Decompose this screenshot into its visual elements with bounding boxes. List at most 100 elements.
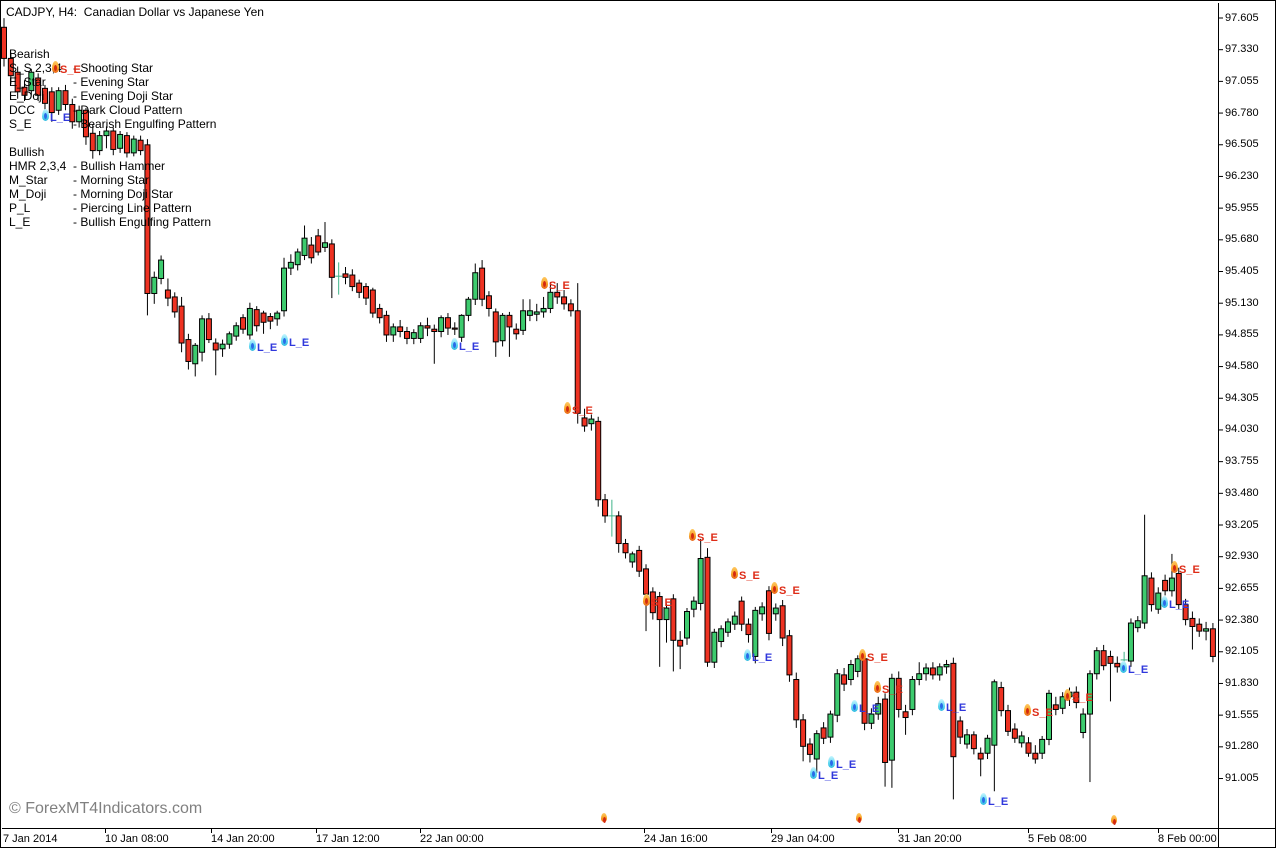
candle-body xyxy=(424,325,431,329)
spark-icon xyxy=(744,649,751,661)
bearish-engulfing-label: S_E xyxy=(779,585,800,597)
candle-body xyxy=(1093,650,1100,675)
candle-body xyxy=(916,673,923,680)
candle-body xyxy=(485,295,492,309)
bullish-engulfing-label: L_E xyxy=(988,796,1009,808)
candle-body xyxy=(96,135,103,152)
candle-body xyxy=(1141,575,1148,624)
candle-body xyxy=(854,658,861,672)
candle-body xyxy=(1073,691,1080,704)
candle-body xyxy=(923,667,930,675)
candle-body xyxy=(882,698,889,763)
candle-body xyxy=(772,607,779,615)
candle-body xyxy=(431,328,438,333)
chart-title: CADJPY, H4: Canadian Dollar vs Japanese … xyxy=(6,5,264,19)
candle-body xyxy=(144,144,151,294)
candle-body xyxy=(506,314,513,328)
candle-body xyxy=(158,259,165,279)
flame-icon xyxy=(52,61,59,73)
candle-body xyxy=(130,138,137,154)
price-label: 95.955 xyxy=(1225,201,1259,214)
candle-body xyxy=(970,734,977,750)
date-label: 22 Jan 00:00 xyxy=(420,833,484,845)
candle-body xyxy=(199,318,206,353)
candle-body xyxy=(76,109,83,123)
candle-body xyxy=(841,674,848,685)
legend-desc: - Dark Cloud Pattern xyxy=(73,103,183,117)
legend-item-bearish: S_S 2,3,4 - Shooting Star xyxy=(9,61,216,75)
candle-body xyxy=(711,631,718,663)
bearish-engulfing-label: S_E xyxy=(739,570,760,582)
candle-body xyxy=(697,558,704,604)
date-label: 17 Jan 12:00 xyxy=(316,833,380,845)
candle-body xyxy=(704,556,711,663)
date-label: 31 Jan 20:00 xyxy=(898,833,962,845)
spark-icon xyxy=(42,109,49,121)
price-label: 96.780 xyxy=(1225,106,1259,119)
spark-icon xyxy=(828,756,835,768)
flame-icon xyxy=(1171,561,1178,573)
candle-body xyxy=(595,420,602,501)
candle-body xyxy=(226,333,233,345)
candle-body xyxy=(287,261,294,269)
candle-body xyxy=(35,77,42,96)
candle-body xyxy=(888,677,895,761)
candle-body xyxy=(547,291,554,309)
price-label: 97.605 xyxy=(1225,11,1259,24)
candle-body xyxy=(349,274,356,288)
flame-icon xyxy=(859,649,866,661)
candle-body xyxy=(499,314,506,342)
spark-icon xyxy=(249,339,256,351)
spark-icon xyxy=(980,793,987,805)
bullish-engulfing-label: L_E xyxy=(818,770,839,782)
price-label: 94.580 xyxy=(1225,360,1259,373)
bearish-engulfing-label: S_E xyxy=(882,684,903,696)
candle-body xyxy=(847,664,854,680)
spark-icon xyxy=(851,700,858,712)
bearish-engulfing-label: S_E xyxy=(651,597,672,609)
candle-body xyxy=(684,611,690,639)
spark-icon xyxy=(1161,596,1168,608)
candle-body xyxy=(219,343,226,350)
legend-code: L_E xyxy=(9,215,31,229)
bearish-engulfing-label: S_E xyxy=(60,64,81,76)
date-label: 14 Jan 20:00 xyxy=(211,833,275,845)
candle-body xyxy=(581,417,588,427)
price-label: 93.755 xyxy=(1225,455,1259,468)
bearish-engulfing-label: S_E xyxy=(867,652,888,664)
spark-icon xyxy=(451,338,458,350)
candle-body xyxy=(369,289,376,314)
price-label: 94.305 xyxy=(1225,391,1259,404)
legend-desc: - Morning Star xyxy=(73,173,150,187)
flame-icon xyxy=(856,813,862,823)
bullish-engulfing-label: L_E xyxy=(859,703,880,715)
candle-body xyxy=(567,303,574,312)
price-label: 91.280 xyxy=(1225,740,1259,753)
candle-body xyxy=(178,305,185,344)
candle-body xyxy=(1100,650,1107,667)
candle-body xyxy=(991,681,998,746)
spark-icon xyxy=(810,767,817,779)
candle-body xyxy=(164,289,171,299)
candle-body xyxy=(1209,628,1216,657)
candle-body xyxy=(1189,617,1196,627)
bullish-engulfing-label: L_E xyxy=(50,112,71,124)
price-label: 97.330 xyxy=(1225,43,1259,56)
candle-body xyxy=(533,311,540,315)
candle-body xyxy=(137,139,144,152)
legend-code: E_Doji xyxy=(9,89,45,103)
candle-body xyxy=(813,733,820,760)
candle-body xyxy=(62,90,69,105)
spark-icon xyxy=(281,334,288,346)
legend-code: M_Doji xyxy=(9,187,47,201)
bearish-engulfing-label: S_E xyxy=(1072,692,1093,704)
legend-item-bullish: P_L - Piercing Line Pattern xyxy=(9,201,211,215)
legend-bearish: Bearish S_S 2,3,4 - Shooting Star E_Star - … xyxy=(9,47,216,131)
candle-body xyxy=(800,719,807,747)
price-label: 97.055 xyxy=(1225,74,1259,87)
candle-body xyxy=(820,727,827,739)
bearish-engulfing-label: S_E xyxy=(572,405,593,417)
spark-icon xyxy=(938,699,945,711)
candle-body xyxy=(240,317,247,330)
candle-body xyxy=(253,309,260,327)
